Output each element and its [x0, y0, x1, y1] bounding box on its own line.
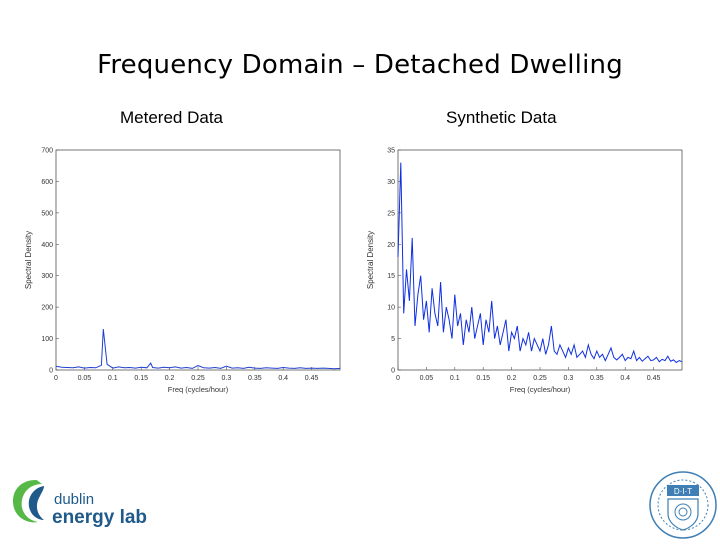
x-tick-label: 0.35 [590, 375, 604, 382]
crest-dit-text: D·I·T [674, 487, 692, 496]
plot-area-frame [55, 149, 341, 371]
y-tick-label: 300 [41, 273, 53, 280]
x-axis-label: Freq (cycles/hour) [510, 385, 571, 394]
swirl-blue-icon [28, 486, 44, 520]
x-tick-label: 0.4 [278, 375, 288, 382]
metered-spectral-chart: 0 0.05 0.1 0.15 0.2 0.25 0.3 0.35 0.4 0.45 0 100 200… [18, 140, 348, 403]
synthetic-chart-svg: 0 0.05 0.1 0.15 0.2 0.25 0.3 0.35 0.4 0.45 0 5 10 15 2… [366, 148, 683, 394]
y-tick-label: 200 [41, 305, 53, 312]
crest-text-ring-icon [657, 479, 709, 531]
x-tick-label: 0 [396, 375, 400, 382]
y-tick-label: 100 [41, 336, 53, 343]
x-tick-label: 0.4 [620, 375, 630, 382]
x-tick-label: 0.2 [165, 375, 175, 382]
swirl-green-icon [12, 480, 42, 523]
y-tick-label: 20 [387, 242, 395, 249]
crest-outer-ring-icon [649, 471, 717, 539]
dublin-energy-lab-logo-svg: dublin energy lab. [12, 480, 152, 528]
crest-knot-icon [674, 503, 692, 521]
y-tick-label: 15 [387, 273, 395, 280]
x-tick-label: 0.35 [248, 375, 262, 382]
x-axis-label: Freq (cycles/hour) [168, 385, 229, 394]
y-tick-label: 500 [41, 210, 53, 217]
y-tick-label: 0 [49, 368, 53, 375]
x-tick-label: 0.1 [450, 375, 460, 382]
spectral-density-series-line [55, 329, 341, 370]
crest-shield-icon [667, 498, 699, 531]
y-tick-label: 0 [391, 368, 395, 375]
metered-chart-svg: 0 0.05 0.1 0.15 0.2 0.25 0.3 0.35 0.4 0.45 0 100 200… [24, 148, 341, 394]
y-tick-label: 5 [391, 336, 395, 343]
dit-crest-logo: D·I·T [648, 470, 718, 545]
y-tick-label: 10 [387, 305, 395, 312]
synthetic-chart-title: Synthetic Data [446, 108, 557, 127]
x-tick-label: 0.05 [78, 375, 92, 382]
x-tick-label: 0.15 [134, 375, 148, 382]
x-tick-label: 0.2 [507, 375, 517, 382]
y-tick-label: 700 [41, 148, 53, 155]
spectral-density-series-line [397, 162, 683, 364]
y-tick-label: 600 [41, 179, 53, 186]
x-tick-label: 0.3 [564, 375, 574, 382]
y-tick-label: 25 [387, 210, 395, 217]
dublin-energy-lab-logo: dublin energy lab. [8, 474, 152, 535]
y-tick-label: 30 [387, 179, 395, 186]
x-tick-label: 0.3 [222, 375, 232, 382]
x-tick-label: 0.25 [533, 375, 547, 382]
logo-dublin-text: dublin [54, 491, 94, 508]
plot-area-frame [397, 149, 683, 371]
crest-banner-icon [667, 485, 699, 496]
x-tick-label: 0.25 [191, 375, 205, 382]
logo-energy-lab-text: energy lab. [52, 507, 148, 528]
y-axis-label: Spectral Density [24, 231, 33, 289]
y-axis-label: Spectral Density [366, 231, 375, 289]
crest-knot-inner-icon [678, 507, 688, 517]
x-tick-label: 0.05 [420, 375, 434, 382]
metered-chart-title: Metered Data [120, 108, 223, 127]
x-tick-label: 0.1 [108, 375, 118, 382]
x-tick-label: 0 [54, 375, 58, 382]
x-tick-label: 0.45 [305, 375, 319, 382]
x-tick-label: 0.15 [476, 375, 490, 382]
x-tick-label: 0.45 [647, 375, 661, 382]
y-tick-label: 35 [387, 148, 395, 155]
y-tick-label: 400 [41, 242, 53, 249]
slide-title: Frequency Domain – Detached Dwelling [97, 50, 623, 80]
synthetic-spectral-chart: 0 0.05 0.1 0.15 0.2 0.25 0.3 0.35 0.4 0.45 0 5 10 15 2… [360, 140, 690, 403]
dit-crest-svg: D·I·T [649, 471, 717, 539]
